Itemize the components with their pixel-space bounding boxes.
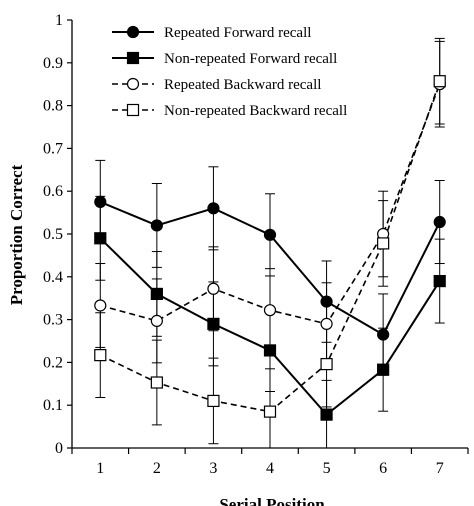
- data-point: [320, 295, 333, 308]
- data-point: [150, 287, 163, 301]
- data-point: [94, 349, 107, 362]
- data-point: [263, 228, 277, 241]
- legend-entry: Non-repeated Backward recall: [164, 103, 347, 119]
- data-point: [433, 75, 446, 88]
- data-point: [94, 195, 107, 208]
- y-tick-label: 0.8: [43, 98, 63, 115]
- y-tick-label: 1: [55, 12, 63, 29]
- legend-marker: [126, 25, 140, 39]
- y-tick-label: 0.2: [43, 354, 63, 371]
- data-point: [377, 363, 390, 376]
- legend: Repeated Forward recall Non-repeated Forw…: [112, 25, 347, 119]
- data-point: [207, 317, 220, 330]
- data-point: [263, 304, 277, 317]
- data-point: [433, 215, 446, 229]
- y-axis-label: Proportion Correct: [7, 164, 26, 305]
- series-markers: [94, 75, 446, 421]
- legend-entry: Repeated Backward recall: [164, 77, 321, 93]
- x-tick-label: 5: [323, 460, 331, 477]
- y-tick-label: 0.3: [43, 312, 63, 329]
- data-point: [207, 282, 220, 295]
- y-axis: 0 0.1 0.2 0.3 0.4 0.5 0.6 0.7 0.8 0.9 1: [43, 12, 73, 457]
- data-point: [320, 317, 333, 330]
- x-tick-label: 4: [266, 460, 274, 477]
- y-tick-label: 0.5: [43, 226, 63, 243]
- x-tick-label: 6: [379, 460, 387, 477]
- x-tick-label: 7: [436, 460, 444, 477]
- y-tick-label: 0.7: [43, 140, 63, 157]
- data-point: [263, 344, 277, 357]
- x-tick-label: 3: [209, 460, 217, 477]
- legend-entry: Repeated Forward recall: [164, 25, 311, 41]
- x-tick-label: 1: [96, 460, 104, 477]
- y-tick-label: 0.1: [43, 397, 63, 414]
- x-axis: 1 2 3 4 5 6 7: [71, 447, 469, 477]
- data-point: [150, 219, 163, 232]
- data-point: [94, 232, 107, 245]
- legend-entry: Non-repeated Forward recall: [164, 51, 337, 67]
- data-point: [320, 408, 333, 421]
- data-point: [320, 358, 333, 371]
- data-point: [377, 237, 390, 250]
- data-point: [207, 202, 220, 215]
- y-tick-label: 0: [55, 440, 63, 457]
- x-axis-label: Serial Position: [219, 495, 325, 506]
- data-point: [263, 405, 277, 418]
- legend-marker: [126, 103, 140, 117]
- y-tick-label: 0.4: [43, 269, 63, 286]
- error-bars: [95, 37, 445, 449]
- data-point: [150, 314, 163, 327]
- data-point: [207, 394, 220, 408]
- legend-marker: [126, 51, 140, 65]
- legend-marker: [126, 77, 140, 91]
- y-tick-label: 0.9: [43, 55, 63, 72]
- data-point: [150, 376, 163, 389]
- y-tick-label: 0.6: [43, 183, 63, 200]
- data-point: [94, 299, 107, 312]
- x-tick-label: 2: [153, 460, 161, 477]
- data-point: [377, 328, 390, 341]
- data-point: [433, 274, 446, 288]
